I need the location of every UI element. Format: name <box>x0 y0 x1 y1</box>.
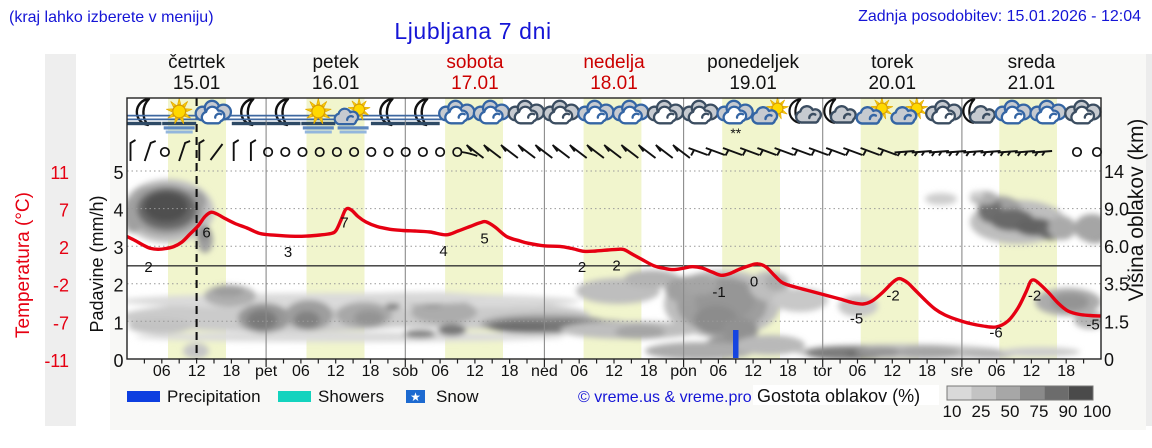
svg-text:0: 0 <box>113 351 123 371</box>
svg-text:-1: -1 <box>712 284 725 301</box>
svg-text:1.5: 1.5 <box>1104 312 1129 332</box>
svg-text:Showers: Showers <box>318 387 384 406</box>
svg-text:18: 18 <box>501 363 519 380</box>
svg-text:16.01: 16.01 <box>312 73 360 94</box>
svg-text:06: 06 <box>988 363 1006 380</box>
svg-text:17.01: 17.01 <box>451 73 499 94</box>
svg-text:2: 2 <box>113 276 123 296</box>
svg-text:0: 0 <box>750 273 758 290</box>
svg-text:18: 18 <box>1057 363 1075 380</box>
svg-text:tor: tor <box>813 363 832 380</box>
svg-text:sreda: sreda <box>1008 52 1056 73</box>
svg-text:18: 18 <box>918 363 936 380</box>
svg-text:06: 06 <box>431 363 449 380</box>
svg-text:21.01: 21.01 <box>1008 73 1056 94</box>
svg-text:(kraj lahko izberete v meniju): (kraj lahko izberete v meniju) <box>9 9 214 26</box>
svg-text:nedelja: nedelja <box>583 52 645 73</box>
svg-text:pon: pon <box>670 363 697 380</box>
svg-text:12: 12 <box>466 363 484 380</box>
svg-text:12: 12 <box>744 363 762 380</box>
svg-text:06: 06 <box>153 363 171 380</box>
svg-text:-2: -2 <box>53 276 69 296</box>
svg-text:četrtek: četrtek <box>168 52 226 73</box>
svg-text:1: 1 <box>113 313 123 333</box>
svg-text:-5: -5 <box>850 310 863 327</box>
svg-text:12: 12 <box>327 363 345 380</box>
svg-text:© vreme.us & vreme.pro: © vreme.us & vreme.pro <box>578 389 752 406</box>
svg-text:2: 2 <box>612 258 620 275</box>
svg-text:sobota: sobota <box>446 52 503 73</box>
svg-text:14: 14 <box>1104 162 1124 182</box>
svg-text:5: 5 <box>480 230 488 247</box>
svg-text:Padavine (mm/h): Padavine (mm/h) <box>87 195 107 332</box>
svg-text:19.01: 19.01 <box>729 73 777 94</box>
svg-text:06: 06 <box>849 363 867 380</box>
svg-text:0: 0 <box>1104 350 1114 370</box>
svg-text:12: 12 <box>1023 363 1041 380</box>
svg-text:3: 3 <box>284 244 292 261</box>
svg-text:100: 100 <box>1083 402 1111 421</box>
svg-text:18.01: 18.01 <box>590 73 638 94</box>
svg-text:ned: ned <box>531 363 558 380</box>
svg-text:9.0: 9.0 <box>1104 200 1129 220</box>
svg-text:-2: -2 <box>1028 288 1041 305</box>
svg-text:-5: -5 <box>1086 316 1099 333</box>
svg-text:75: 75 <box>1030 402 1049 421</box>
svg-text:06: 06 <box>710 363 728 380</box>
svg-text:15.01: 15.01 <box>173 73 221 94</box>
svg-text:Precipitation: Precipitation <box>167 387 261 406</box>
svg-text:90: 90 <box>1059 402 1078 421</box>
svg-text:6.0: 6.0 <box>1104 237 1129 257</box>
svg-text:11: 11 <box>50 163 69 183</box>
svg-text:Zadnja posodobitev: 15.01.2026: Zadnja posodobitev: 15.01.2026 - 12:04 <box>858 8 1141 25</box>
svg-text:-6: -6 <box>989 325 1002 342</box>
svg-text:Gostota oblakov (%): Gostota oblakov (%) <box>757 386 920 406</box>
svg-text:Ljubljana 7 dni: Ljubljana 7 dni <box>394 18 551 44</box>
svg-text:18: 18 <box>640 363 658 380</box>
svg-text:-11: -11 <box>44 351 69 371</box>
svg-text:2: 2 <box>59 238 69 258</box>
svg-text:12: 12 <box>605 363 623 380</box>
svg-text:sre: sre <box>951 363 973 380</box>
svg-text:6: 6 <box>202 225 210 242</box>
svg-text:2: 2 <box>578 259 586 276</box>
svg-text:4: 4 <box>113 201 123 221</box>
svg-text:2: 2 <box>144 259 152 276</box>
svg-text:50: 50 <box>1001 402 1020 421</box>
svg-text:20.01: 20.01 <box>869 73 917 94</box>
svg-text:★: ★ <box>410 390 421 404</box>
svg-text:18: 18 <box>223 363 241 380</box>
svg-text:petek: petek <box>312 52 359 73</box>
svg-text:06: 06 <box>292 363 310 380</box>
svg-text:12: 12 <box>188 363 206 380</box>
svg-text:-2: -2 <box>886 288 899 305</box>
svg-text:5: 5 <box>113 163 123 183</box>
svg-text:*: * <box>734 350 738 360</box>
svg-text:Višina oblakov (km): Višina oblakov (km) <box>1125 119 1148 302</box>
svg-text:7: 7 <box>340 214 348 231</box>
svg-text:3: 3 <box>113 238 123 258</box>
svg-text:-7: -7 <box>53 313 69 333</box>
svg-text:sob: sob <box>392 363 418 380</box>
svg-text:18: 18 <box>779 363 797 380</box>
svg-text:7: 7 <box>59 201 69 221</box>
svg-text:Temperatura (°C): Temperatura (°C) <box>13 192 34 338</box>
svg-text:18: 18 <box>362 363 380 380</box>
svg-text:Snow: Snow <box>436 387 479 406</box>
svg-text:3.5: 3.5 <box>1104 275 1129 295</box>
svg-text:25: 25 <box>972 402 991 421</box>
svg-text:ponedeljek: ponedeljek <box>707 52 799 73</box>
svg-text:torek: torek <box>871 52 914 73</box>
svg-text:**: ** <box>730 125 741 141</box>
svg-text:12: 12 <box>883 363 901 380</box>
svg-text:4: 4 <box>439 243 447 260</box>
svg-text:pet: pet <box>255 363 278 380</box>
svg-text:10: 10 <box>943 402 962 421</box>
svg-text:06: 06 <box>570 363 588 380</box>
